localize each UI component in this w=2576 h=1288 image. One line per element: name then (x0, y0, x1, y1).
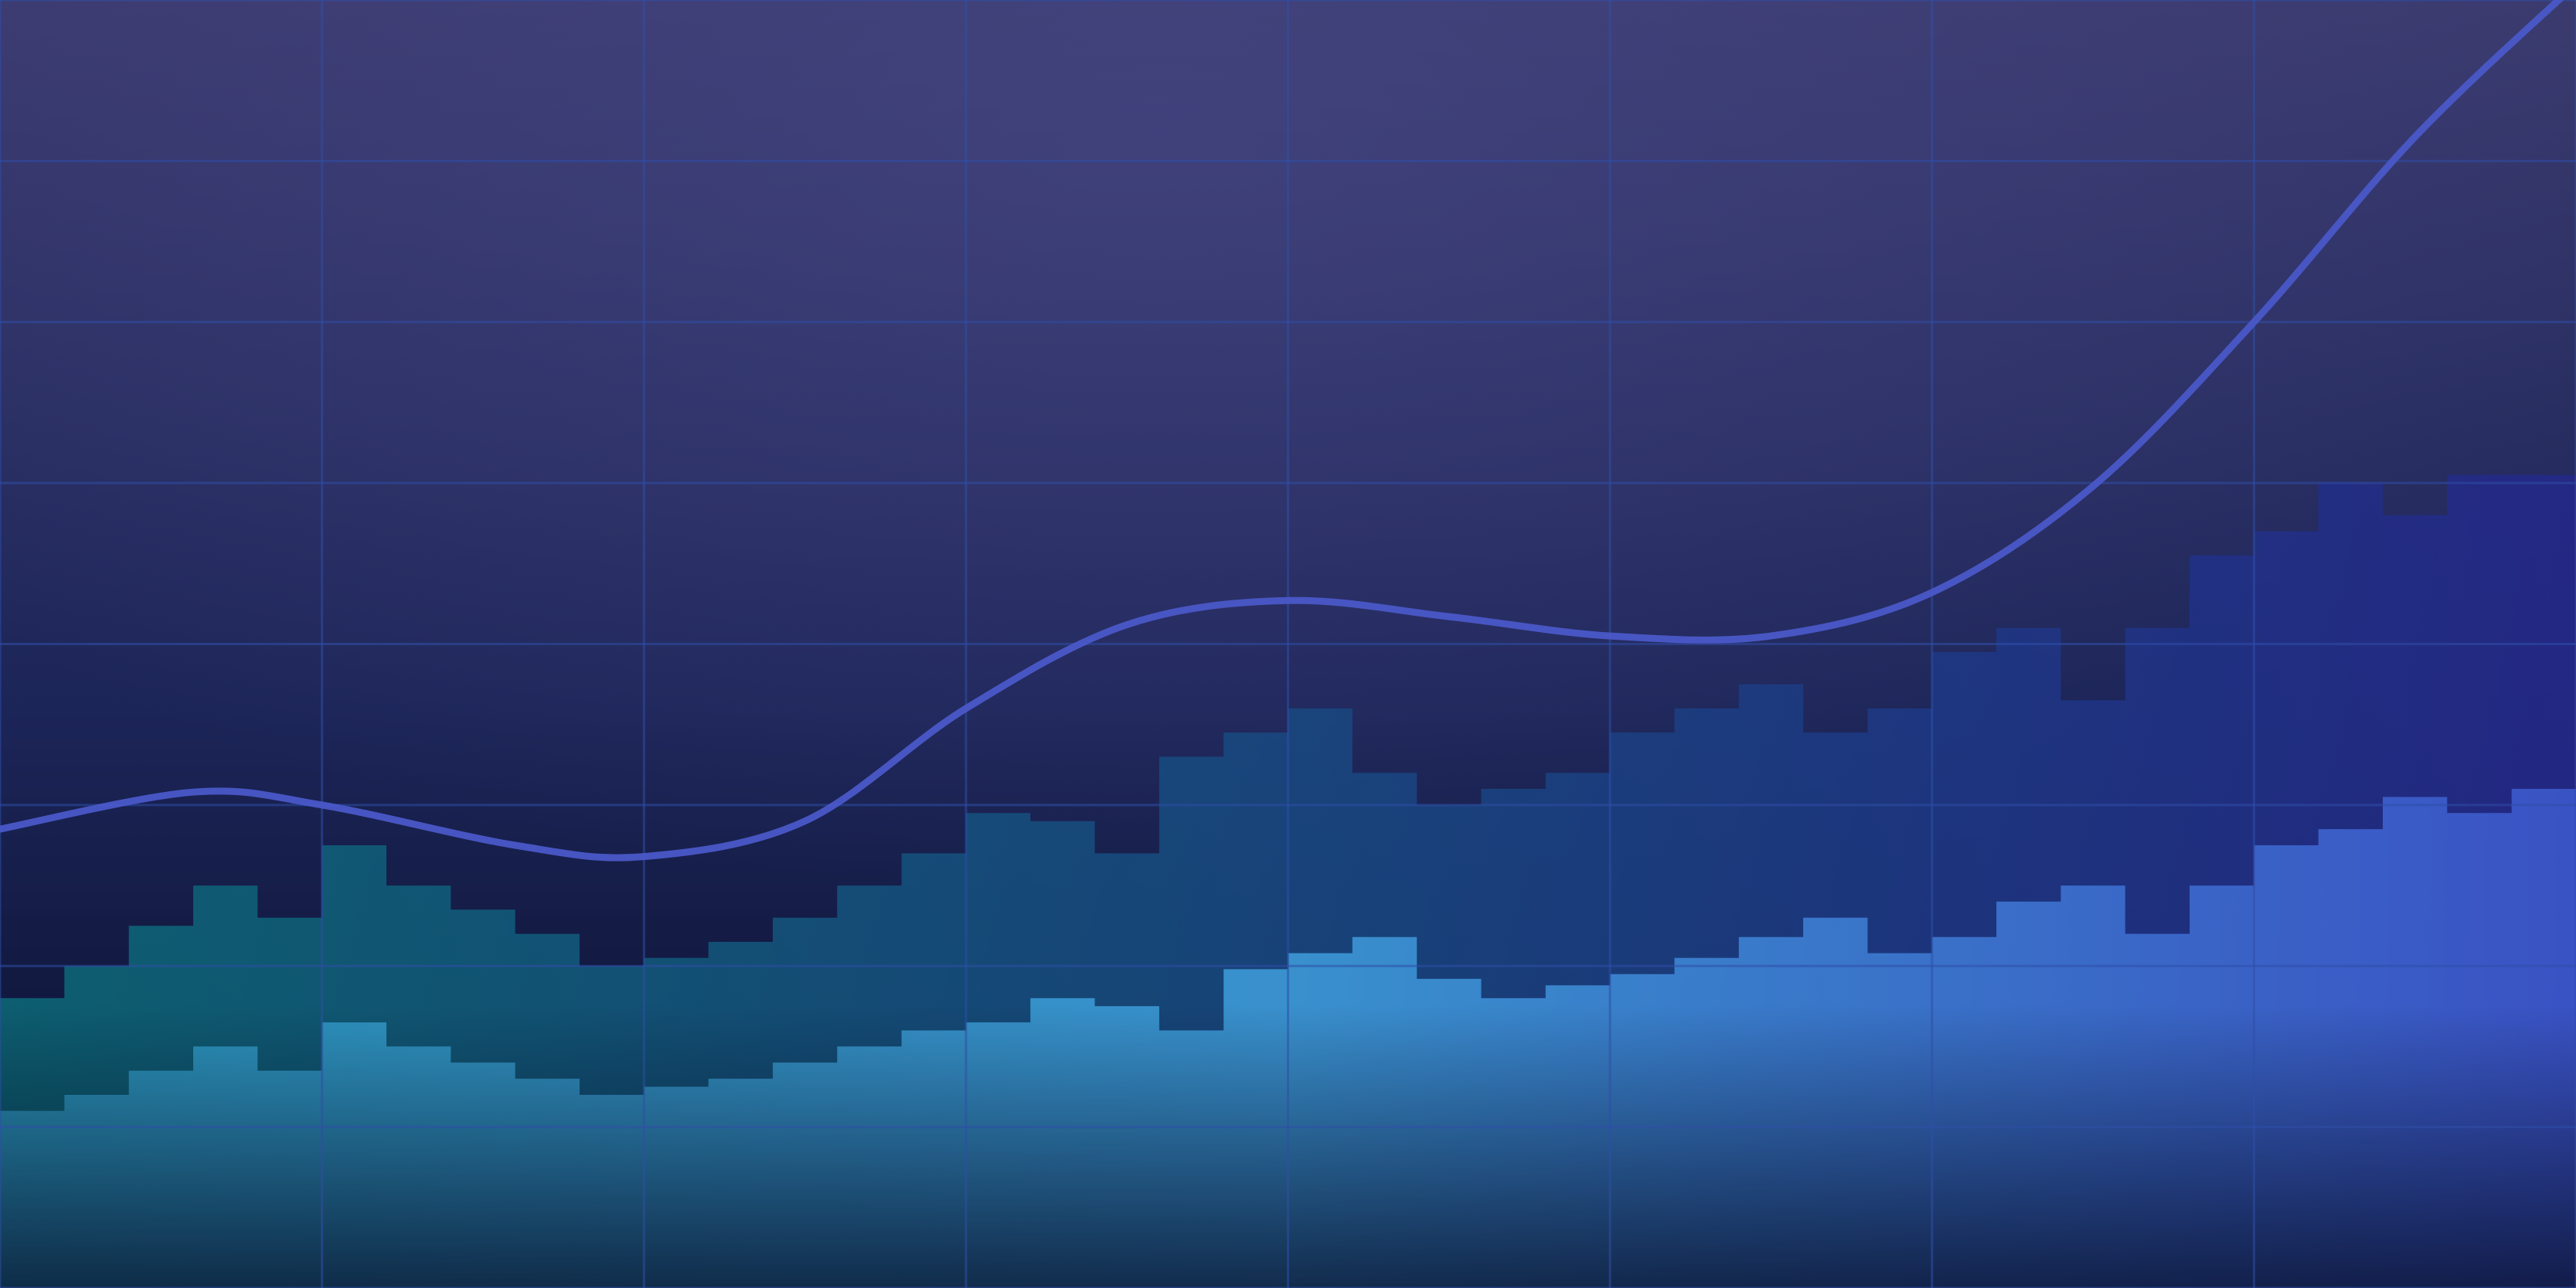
trend-line (0, 0, 2564, 861)
trend-line-series (0, 0, 2564, 861)
